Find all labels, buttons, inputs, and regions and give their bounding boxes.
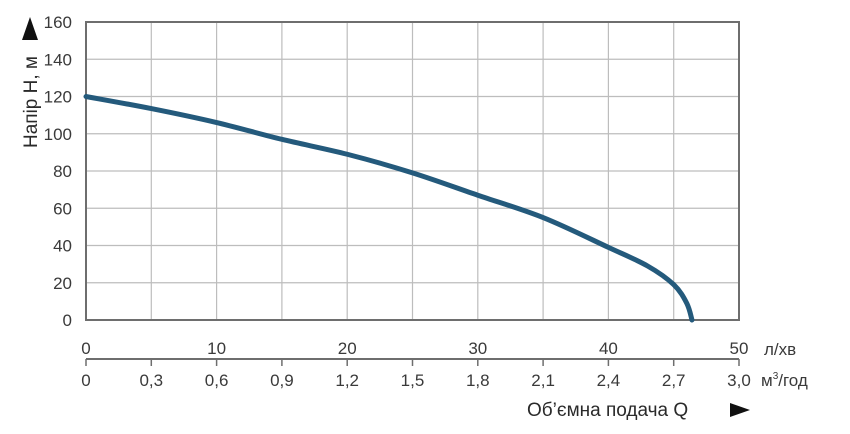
plot-frame [85, 21, 740, 321]
y-axis-ticks: 0 20 40 60 80 100 120 140 160 [44, 13, 72, 330]
y-tick-label: 40 [53, 237, 72, 256]
unit-m3h-rest: /год [778, 371, 808, 390]
x-tick-label-lpm: 0 [81, 339, 90, 358]
x-tick-label-m3h: 1,2 [335, 371, 359, 390]
unit-m3h: м3/год [761, 371, 808, 390]
y-axis-title: Напір H, м [21, 56, 42, 148]
x-tick-label-lpm: 10 [207, 339, 226, 358]
y-tick-label: 100 [44, 125, 72, 144]
unit-m3h-sup: 3 [773, 371, 779, 382]
y-tick-label: 0 [63, 311, 72, 330]
x-tick-label-m3h: 1,8 [466, 371, 490, 390]
y-tick-label: 120 [44, 88, 72, 107]
x-tick-label-m3h: 2,7 [662, 371, 686, 390]
x-tick-label-m3h: 3,0 [727, 371, 751, 390]
unit-lpm: л/хв [764, 340, 796, 359]
x-axis-arrow-icon [730, 403, 750, 417]
x-tick-label-m3h: 0,3 [139, 371, 163, 390]
head-flow-curve [83, 94, 695, 323]
x-tick-label-lpm: 20 [338, 339, 357, 358]
x-tick-label-m3h: 2,1 [531, 371, 555, 390]
x-tick-label-m3h: 1,5 [401, 371, 425, 390]
y-tick-label: 80 [53, 162, 72, 181]
y-tick-label: 60 [53, 199, 72, 218]
x-tick-label-lpm: 40 [599, 339, 618, 358]
x-tick-label-m3h: 0,6 [205, 371, 229, 390]
y-tick-label: 160 [44, 13, 72, 32]
x-axis-title: Об’ємна подача Q [527, 400, 688, 421]
x-axis-ticks-m3h: 0 0,3 0,6 0,9 1,2 1,5 1,8 2,1 2,4 2,7 3,0 [81, 359, 751, 390]
y-tick-label: 140 [44, 50, 72, 69]
x-tick-label-lpm: 50 [730, 339, 749, 358]
y-axis-arrow-icon [22, 17, 38, 40]
x-tick-label-m3h: 0,9 [270, 371, 294, 390]
x-tick-label-lpm: 30 [468, 339, 487, 358]
x-tick-label-m3h: 0 [81, 371, 90, 390]
y-tick-label: 20 [53, 274, 72, 293]
x-axis-ticks-lpm: 0 10 20 30 40 50 [81, 339, 748, 358]
unit-m3h-base: м [761, 371, 773, 390]
x-tick-label-m3h: 2,4 [597, 371, 621, 390]
